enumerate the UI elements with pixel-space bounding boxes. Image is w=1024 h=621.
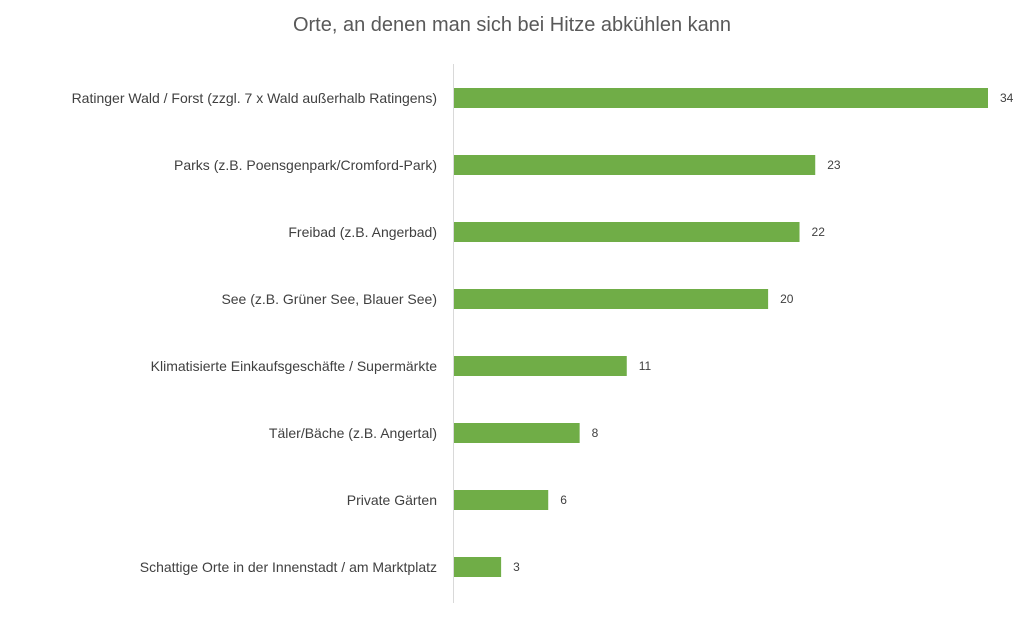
bar bbox=[454, 289, 769, 309]
bar bbox=[454, 155, 816, 175]
data-label: 34 bbox=[1000, 91, 1014, 105]
bar bbox=[454, 490, 549, 510]
data-label: 11 bbox=[639, 359, 652, 373]
bar bbox=[454, 222, 800, 242]
category-label: Freibad (z.B. Angerbad) bbox=[288, 224, 437, 240]
data-label: 8 bbox=[592, 426, 599, 440]
data-label: 22 bbox=[812, 225, 826, 239]
bar bbox=[454, 88, 988, 108]
data-label: 20 bbox=[780, 292, 794, 306]
category-label: Parks (z.B. Poensgenpark/Cromford-Park) bbox=[174, 157, 437, 173]
data-label: 3 bbox=[513, 560, 520, 574]
bar bbox=[454, 557, 502, 577]
bar bbox=[454, 423, 580, 443]
category-label: Klimatisierte Einkaufsgeschäfte / Superm… bbox=[151, 358, 438, 374]
data-label: 23 bbox=[827, 158, 841, 172]
category-label: Private Gärten bbox=[347, 492, 437, 508]
bar bbox=[454, 356, 627, 376]
category-label: Schattige Orte in der Innenstadt / am Ma… bbox=[140, 559, 437, 575]
category-label: Täler/Bäche (z.B. Angertal) bbox=[269, 425, 437, 441]
category-label: Ratinger Wald / Forst (zzgl. 7 x Wald au… bbox=[72, 90, 437, 106]
data-label: 6 bbox=[560, 493, 567, 507]
category-label: See (z.B. Grüner See, Blauer See) bbox=[221, 291, 437, 307]
chart-title: Orte, an denen man sich bei Hitze abkühl… bbox=[292, 14, 732, 36]
